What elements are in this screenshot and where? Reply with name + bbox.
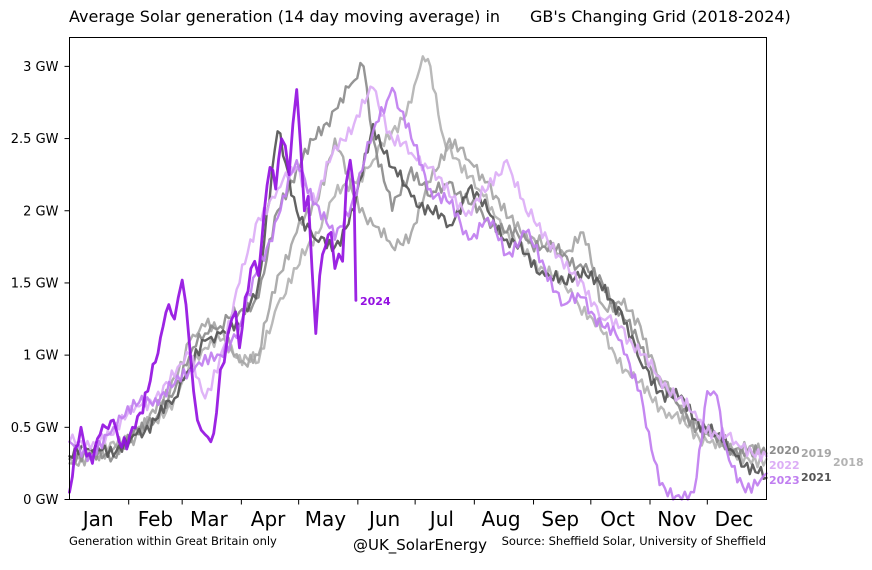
end-label-2020: 2020 — [769, 444, 800, 457]
chart-title-left: Average Solar generation (14 day moving … — [69, 7, 500, 26]
series-line-2024 — [68, 88, 358, 494]
y-tick-label: 2 GW — [23, 204, 58, 219]
x-tick-label: Jan — [81, 507, 114, 531]
x-tick-label: May — [305, 507, 347, 531]
footer-left: Generation within Great Britain only — [69, 534, 277, 548]
x-tick-label: Aug — [482, 507, 521, 531]
end-label-2021: 2021 — [801, 471, 832, 484]
end-label-2022: 2022 — [769, 459, 800, 472]
x-tick-label: Jun — [367, 507, 400, 531]
series-line-2019 — [68, 137, 768, 467]
end-label-2018: 2018 — [833, 456, 864, 469]
x-tick-label: Oct — [600, 507, 635, 531]
y-axis: 0 GW 0.5 GW 1 GW 1.5 GW 2 GW 2.5 GW 3 GW — [11, 60, 70, 508]
y-tick-label: 0 GW — [23, 493, 58, 508]
x-tick-label: Nov — [657, 507, 696, 531]
series-label-2024: 2024 — [360, 295, 391, 308]
footer-handle: @UK_SolarEnergy — [353, 536, 487, 555]
x-tick-label: Sep — [541, 507, 579, 531]
chart-title-right: GB's Changing Grid (2018-2024) — [530, 7, 791, 26]
x-tick-label: Apr — [251, 507, 286, 531]
footer-source: Source: Sheffield Solar, University of S… — [502, 534, 766, 548]
y-tick-label: 1.5 GW — [11, 276, 59, 291]
series-layer — [68, 55, 768, 501]
series-line-2023 — [68, 86, 768, 501]
y-tick-label: 2.5 GW — [11, 132, 59, 147]
y-tick-label: 0.5 GW — [11, 421, 59, 436]
x-tick-label: Feb — [138, 507, 173, 531]
x-tick-label: Jul — [428, 507, 454, 531]
y-tick-label: 3 GW — [23, 60, 58, 75]
end-label-2019: 2019 — [801, 447, 832, 460]
end-label-2023: 2023 — [769, 474, 800, 487]
x-axis: Jan Feb Mar Apr May Jun Jul Aug Sep Oct Nov Dec — [81, 499, 754, 531]
plot-frame — [69, 37, 767, 500]
y-tick-label: 1 GW — [23, 349, 58, 364]
series-line-2018 — [68, 55, 768, 469]
x-tick-label: Dec — [715, 507, 754, 531]
x-tick-label: Mar — [190, 507, 229, 531]
